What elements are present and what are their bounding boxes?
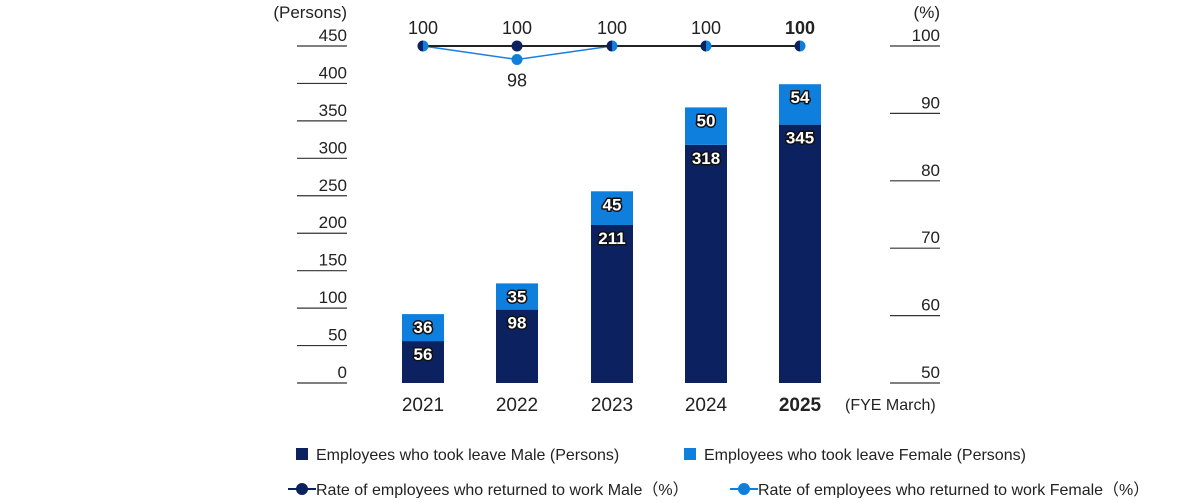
legend-swatch (684, 448, 696, 460)
rate-label: 100 (691, 18, 721, 38)
bar-female (779, 84, 821, 125)
right-axis-label: (%) (914, 3, 940, 22)
rate-label-female: 98 (507, 70, 527, 90)
bar-value-label: 56 (414, 345, 433, 364)
right-tick-label: 80 (921, 161, 940, 180)
left-tick-label: 50 (328, 326, 347, 345)
bar-female (591, 191, 633, 225)
bar-female (685, 107, 727, 145)
legend-label: Rate of employees who returned to work M… (316, 481, 689, 498)
bar-male (779, 124, 821, 383)
bar-value-label: 211 (598, 229, 625, 248)
rate-label: 100 (408, 18, 438, 38)
bar-male (496, 309, 538, 383)
x-tick-label: 2025 (779, 395, 822, 416)
marker-female (800, 40, 806, 52)
left-tick-label: 100 (319, 288, 347, 307)
legend-swatch (296, 448, 308, 460)
legend-label: Employees who took leave Female (Persons… (704, 447, 1026, 464)
marker-female (511, 53, 523, 65)
left-tick-label: 300 (319, 138, 347, 157)
legend-label: Employees who took leave Male (Persons) (316, 447, 619, 464)
bar-male (402, 341, 444, 383)
legend-marker (296, 483, 308, 495)
left-tick-label: 450 (319, 26, 347, 45)
bar-value-label: 45 (603, 195, 622, 214)
x-tick-label: 2022 (496, 395, 538, 416)
marker-male (417, 40, 423, 52)
marker-female (612, 40, 618, 52)
left-tick-label: 200 (319, 213, 347, 232)
bar-value-label: 98 (508, 314, 527, 333)
x-tick-label: 2023 (591, 395, 633, 416)
bar-value-label: 50 (697, 111, 716, 130)
marker-male (794, 40, 800, 52)
x-unit-label: (FYE March) (845, 397, 936, 414)
bar-male (685, 144, 727, 383)
right-tick-label: 50 (921, 363, 940, 382)
bar-value-label: 54 (791, 88, 810, 107)
right-tick-label: 100 (912, 26, 940, 45)
bar-value-label: 345 (786, 129, 814, 148)
bar-female (402, 314, 444, 342)
left-tick-label: 150 (319, 251, 347, 270)
bar-value-label: 318 (692, 149, 720, 168)
left-axis-label: (Persons) (273, 3, 347, 22)
x-tick-label: 2021 (402, 395, 444, 416)
rate-label: 100 (785, 18, 815, 38)
right-tick-label: 90 (921, 93, 940, 112)
bar-value-label: 35 (508, 287, 527, 306)
bar-female (496, 283, 538, 310)
bar-value-label: 36 (414, 318, 433, 337)
legend-label: Rate of employees who returned to work F… (758, 481, 1149, 498)
right-tick-label: 60 (921, 296, 940, 315)
rate-label-male: 100 (502, 18, 532, 38)
marker-female (706, 40, 712, 52)
left-tick-label: 400 (319, 63, 347, 82)
marker-male (511, 40, 523, 52)
rate-label: 100 (597, 18, 627, 38)
marker-male (700, 40, 706, 52)
bar-male (591, 224, 633, 383)
left-tick-label: 350 (319, 101, 347, 120)
left-tick-label: 250 (319, 176, 347, 195)
legend-marker (738, 483, 750, 495)
left-tick-label: 0 (338, 363, 347, 382)
x-tick-label: 2024 (685, 395, 728, 416)
marker-male (606, 40, 612, 52)
right-tick-label: 70 (921, 228, 940, 247)
marker-female (423, 40, 429, 52)
